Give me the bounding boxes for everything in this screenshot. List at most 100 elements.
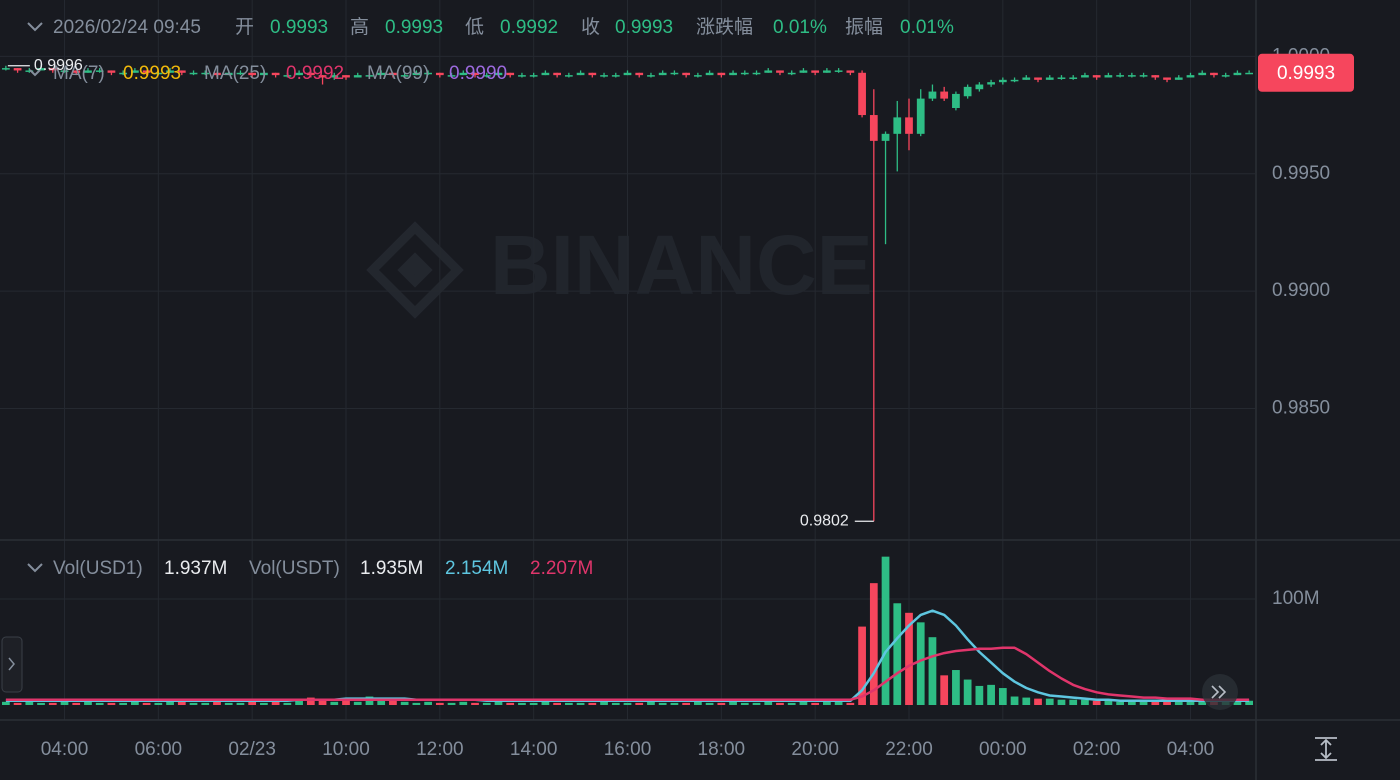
x-tick-label: 10:00 <box>322 739 370 760</box>
side-tab[interactable] <box>1 636 23 693</box>
scroll-latest-icon <box>1211 685 1227 699</box>
volume-bar <box>60 701 69 705</box>
volume-bar <box>1139 700 1148 705</box>
ohlc-value: 0.01% <box>773 17 827 38</box>
volume-bar <box>260 702 268 705</box>
volume-bar <box>283 702 292 705</box>
low-label: 0.9802 <box>800 512 849 529</box>
volume-bar <box>1233 701 1242 705</box>
volume-bar <box>916 622 925 705</box>
volume-bar <box>84 701 92 705</box>
x-tick-label: 12:00 <box>416 739 464 760</box>
candle-body <box>119 72 128 75</box>
volume-bar <box>271 701 280 705</box>
volume-bar <box>811 702 820 705</box>
candle-body <box>787 72 796 75</box>
candle-body <box>1221 75 1230 77</box>
volume-bar <box>142 702 151 705</box>
candle-body <box>1198 72 1207 76</box>
last-price-tag <box>1258 53 1354 92</box>
volume-bar <box>740 702 749 705</box>
volume-bar <box>658 702 667 705</box>
candle-body <box>48 68 57 71</box>
candle-body <box>518 75 526 77</box>
volume-bar <box>893 603 902 705</box>
collapse-icon[interactable] <box>27 563 43 573</box>
candle-body <box>553 72 561 76</box>
candle-body <box>107 70 116 73</box>
ohlc-label: 低 <box>465 16 484 38</box>
candle-body <box>1034 77 1042 80</box>
ohlc-value: 0.9993 <box>270 17 328 38</box>
candle-body <box>881 133 890 141</box>
ohlc-label: 高 <box>350 16 369 38</box>
volume-bar <box>107 702 116 705</box>
candle-body <box>1127 75 1136 77</box>
candle-body <box>95 70 104 72</box>
candle-body <box>764 70 773 73</box>
candle-body <box>1069 77 1078 79</box>
volume-bar <box>600 701 608 705</box>
volume-bar <box>119 702 128 705</box>
volume-bar <box>975 685 984 705</box>
candle-body <box>295 72 303 76</box>
scale-toggle[interactable] <box>1315 737 1337 761</box>
ma-value: 0.9993 <box>123 63 181 84</box>
volume-bar <box>306 697 315 705</box>
candle-body <box>330 75 339 78</box>
volume-bar <box>858 626 866 705</box>
volume-bar <box>342 700 350 705</box>
watermark-text: BINANCE <box>490 218 873 312</box>
candle-body <box>365 75 374 77</box>
candle-body <box>600 75 608 77</box>
scroll-latest-button[interactable] <box>1202 674 1238 710</box>
volume-bar <box>1174 701 1183 705</box>
volume-bar <box>647 701 655 705</box>
ohlc-label: 振幅 <box>845 16 883 38</box>
candle-body <box>166 70 174 73</box>
candle-body <box>682 72 691 76</box>
vol-ma-value: 2.207M <box>530 558 593 579</box>
candle-body <box>1104 75 1113 78</box>
candle-body <box>1186 75 1195 78</box>
volume-bar <box>1198 701 1207 705</box>
volume-bar <box>905 612 913 705</box>
ma-label: MA(7) <box>53 63 105 84</box>
candle-body <box>998 79 1007 83</box>
collapse-icon[interactable] <box>29 69 41 77</box>
candle-body <box>400 75 409 77</box>
candle-body <box>1057 77 1066 79</box>
volume-bar <box>635 702 644 705</box>
candle-body <box>389 72 397 76</box>
volume-bar <box>564 702 573 705</box>
candle-body <box>705 72 714 76</box>
volume-bar <box>166 701 174 705</box>
y-tick-label: 100M <box>1272 588 1320 609</box>
volume-bar <box>1163 700 1171 705</box>
candle-body <box>752 72 761 75</box>
volume-bar <box>389 700 397 705</box>
candle-body <box>412 72 421 76</box>
volume-bar <box>518 702 526 705</box>
volume-bar <box>1116 701 1124 705</box>
candle-body <box>283 75 292 77</box>
volume-bar <box>353 701 362 705</box>
volume-bar <box>729 701 737 705</box>
volume-bar <box>1092 700 1101 705</box>
candle-body <box>459 72 468 76</box>
collapse-icon[interactable] <box>27 22 43 32</box>
candle-body <box>893 117 902 134</box>
volume-bar <box>541 701 550 705</box>
volume-bar <box>236 702 245 705</box>
candle-body <box>1081 75 1089 78</box>
volume-bar <box>1022 697 1031 705</box>
volume-bar <box>576 702 585 705</box>
candle-body <box>529 75 538 77</box>
candle-body <box>963 86 972 97</box>
candle-body <box>658 72 667 76</box>
volume-bar <box>471 702 479 705</box>
vol-ma-value: 2.154M <box>445 558 508 579</box>
ohlc-value: 0.01% <box>900 17 954 38</box>
